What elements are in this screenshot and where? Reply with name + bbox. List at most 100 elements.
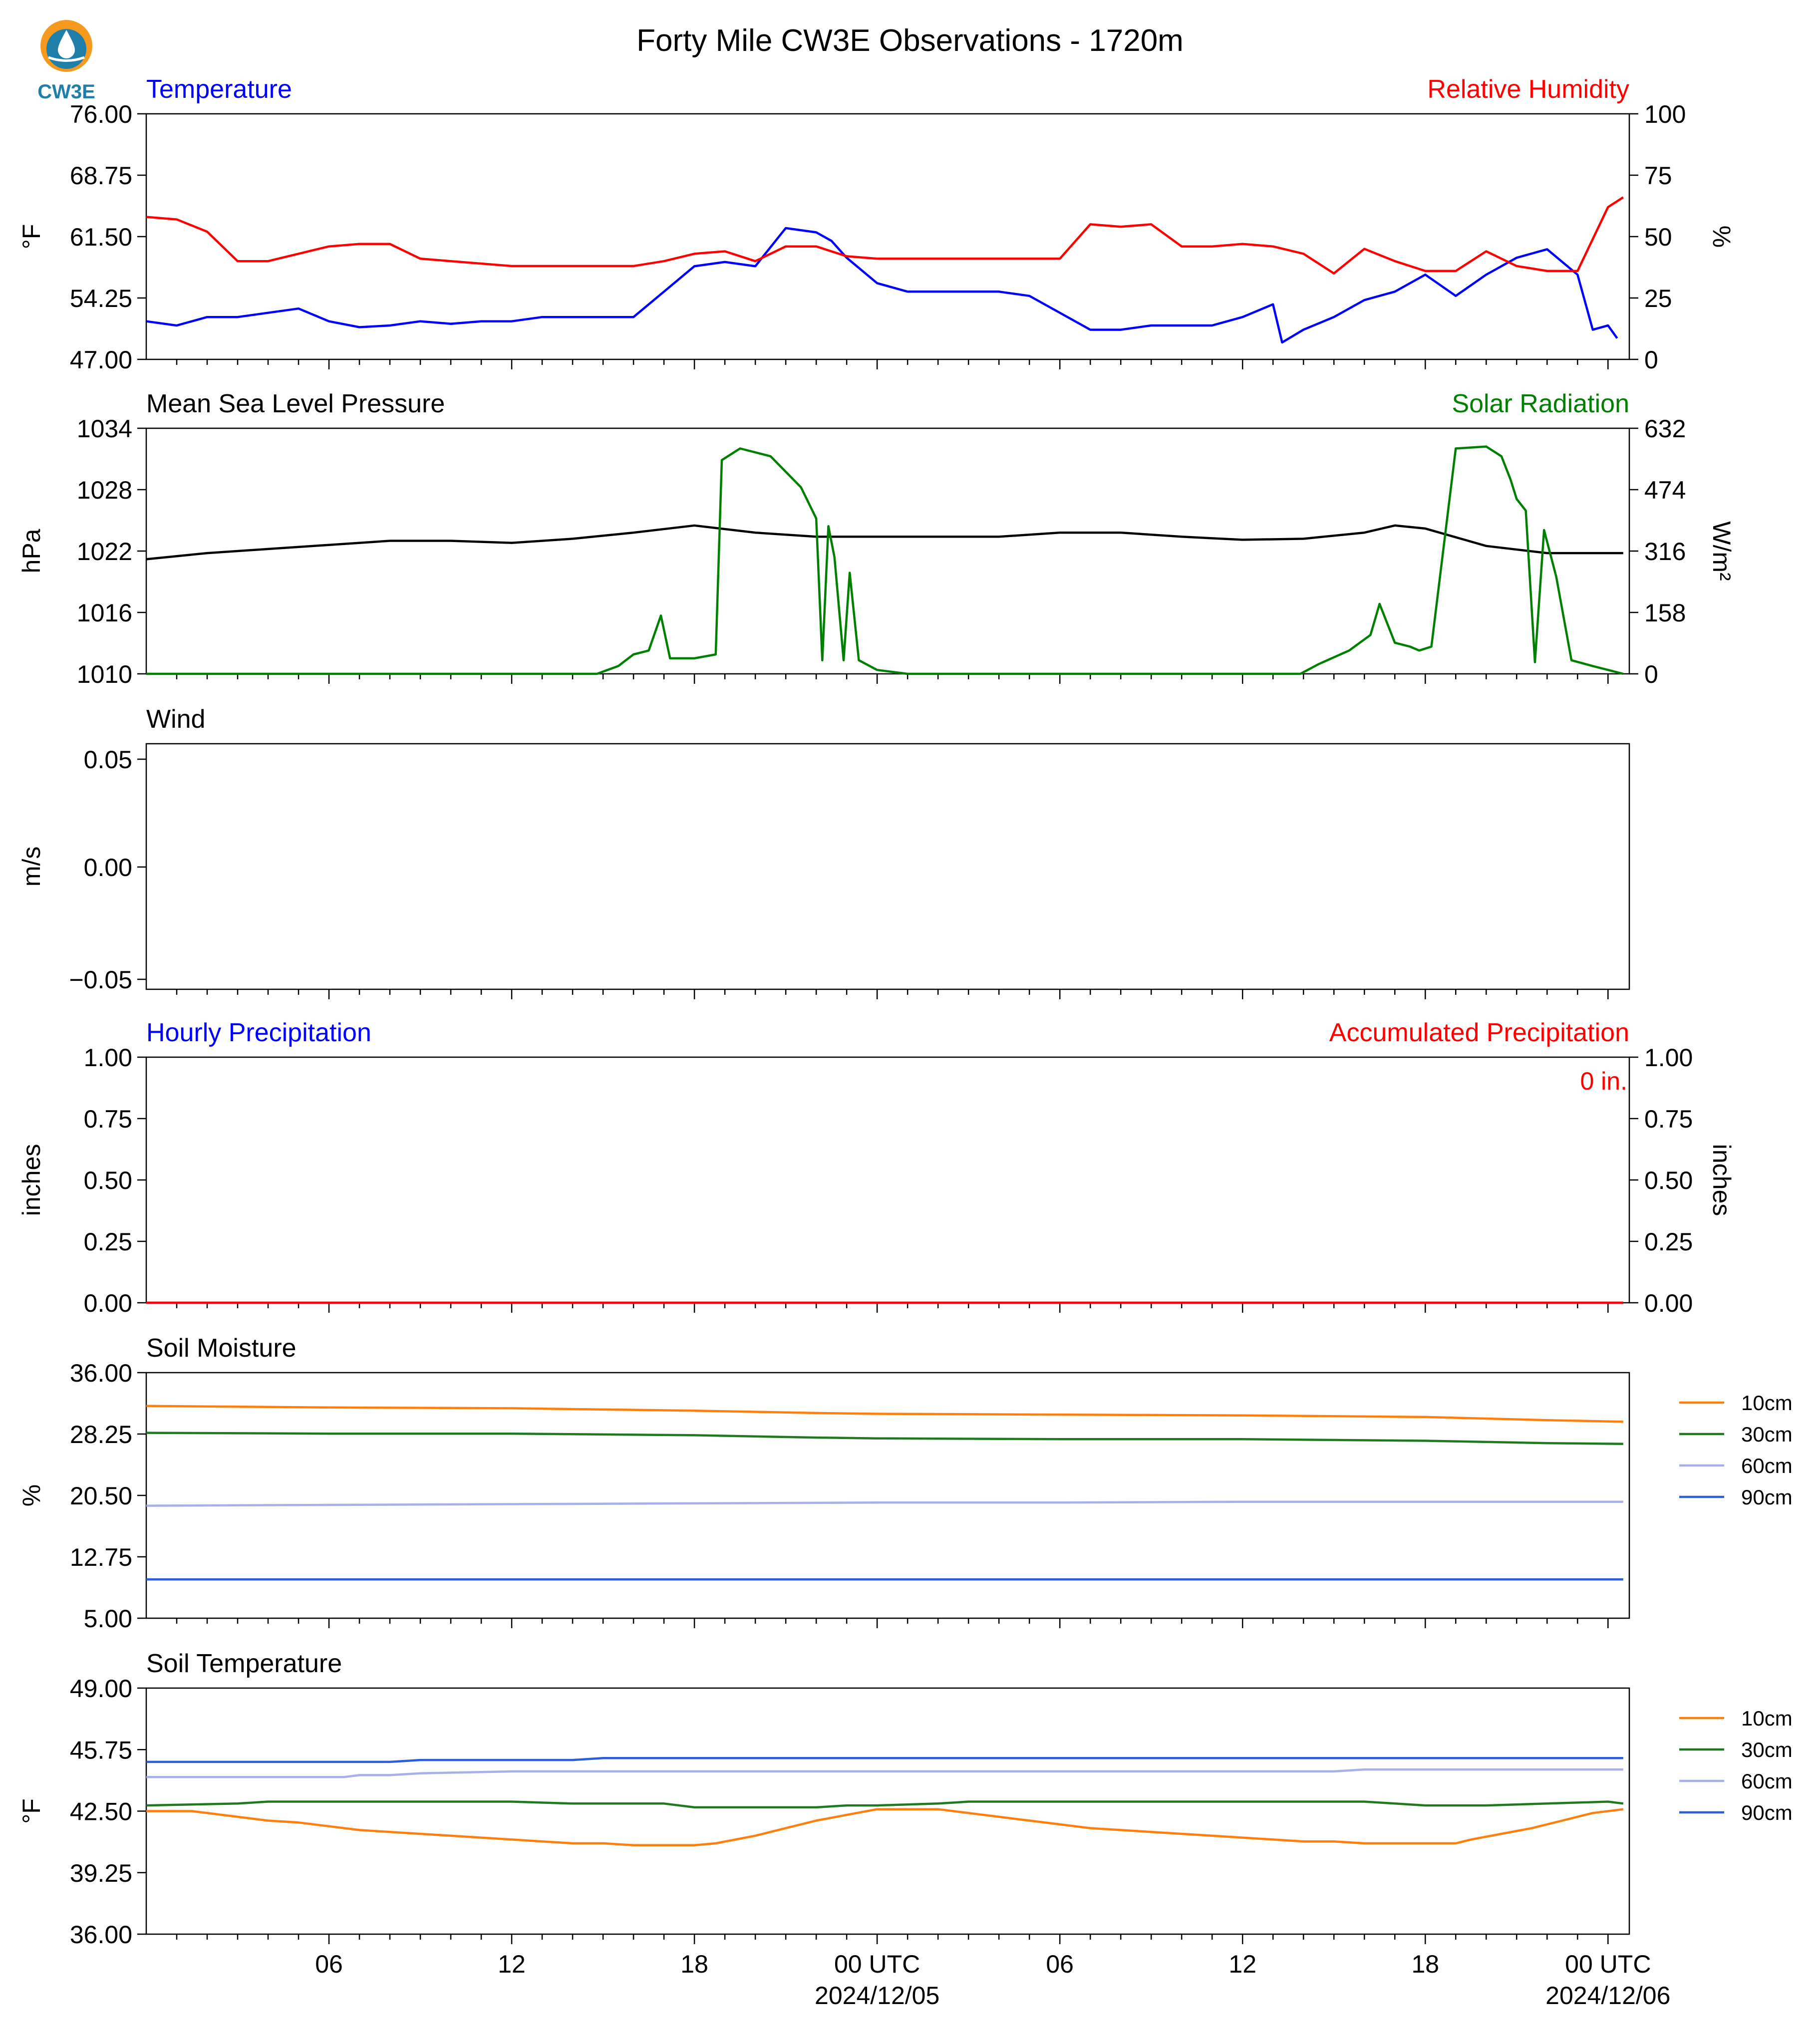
series-line-soil-temperature-0 [146, 1808, 1624, 1847]
x-date-label: 2024/12/06 [1545, 1982, 1670, 2010]
y-axis-label-left: inches [17, 1144, 45, 1216]
y-tick-label-right: 50 [1644, 223, 1672, 251]
y-tick-label-left: 0.75 [84, 1105, 132, 1133]
y-tick-label-right: 100 [1644, 100, 1686, 128]
y-axis-label-right: % [1708, 226, 1736, 248]
cw3e-logo: CW3E [37, 20, 95, 103]
legend-label: 60cm [1741, 1454, 1793, 1477]
y-tick-label-right: 474 [1644, 476, 1686, 504]
series-line-soil-temperature-3 [146, 1757, 1623, 1763]
y-tick-label-left: 1034 [77, 415, 132, 443]
y-axis-label-left: % [17, 1484, 45, 1506]
panel-title-right: Solar Radiation [1452, 389, 1629, 418]
y-tick-label-left: 28.25 [70, 1421, 132, 1449]
panel-soil-temperature: 49.00 45.75 42.50 39.25 36.00 Soil Temperatur… [17, 1649, 1793, 1949]
plot-frame-pressure-solar [145, 427, 1630, 675]
y-tick-label-right: 0.25 [1644, 1228, 1693, 1256]
y-tick-label-left: 0.00 [84, 1289, 132, 1317]
series-line-pressure-solar-1 [146, 445, 1624, 675]
legend-label: 90cm [1741, 1485, 1793, 1509]
legend-label: 30cm [1741, 1423, 1793, 1446]
y-tick-label-left: 1016 [77, 599, 132, 627]
x-tick-label: 18 [680, 1950, 708, 1978]
y-tick-label-right: 0.00 [1644, 1289, 1693, 1317]
logo-wave [48, 56, 85, 62]
series-line-soil-temperature-1 [146, 1800, 1624, 1809]
y-tick-label-left: 68.75 [70, 162, 132, 190]
y-axis-label-right: inches [1708, 1144, 1736, 1216]
x-tick-label: 12 [1228, 1950, 1256, 1978]
panel-title-left: Wind [146, 705, 205, 734]
y-tick-label-left: 36.00 [70, 1359, 132, 1387]
y-tick-label-right: 25 [1644, 285, 1672, 312]
y-axis-label-left: °F [17, 224, 45, 250]
legend-label: 60cm [1741, 1769, 1793, 1793]
y-axis-label-left: °F [17, 1798, 45, 1824]
figure-title: Forty Mile CW3E Observations - 1720m [636, 23, 1184, 58]
y-tick-label-left: 1010 [77, 660, 132, 688]
panel-title-right: Accumulated Precipitation [1329, 1018, 1629, 1047]
series-line-soil-moisture-1 [146, 1432, 1623, 1446]
y-tick-label-left: 0.50 [84, 1166, 132, 1194]
y-tick-label-right: 0.50 [1644, 1166, 1693, 1194]
legend-label: 90cm [1741, 1801, 1793, 1824]
legend-label: 10cm [1741, 1707, 1793, 1730]
y-tick-label-left: 54.25 [70, 285, 132, 312]
y-tick-label-right: 632 [1644, 415, 1686, 443]
series-line-pressure-solar-0 [146, 524, 1623, 561]
plot-frame-precipitation [145, 1056, 1630, 1304]
series-line-soil-moisture-2 [146, 1500, 1623, 1507]
y-tick-label-right: 0 [1644, 346, 1658, 374]
panel-temperature-humidity: 76.00 68.75 61.50 54.25 47.00 100 75 50 25 0 Tempe… [17, 75, 1736, 374]
water-drop-icon [58, 30, 75, 58]
panel-title-left: Temperature [146, 75, 292, 104]
x-tick-label: 00 UTC [1565, 1950, 1651, 1978]
y-tick-label-left: 76.00 [70, 100, 132, 128]
panel-title-left: Hourly Precipitation [146, 1018, 371, 1047]
y-tick-label-left: 20.50 [70, 1482, 132, 1510]
y-tick-label-right: 316 [1644, 538, 1686, 566]
y-tick-label-right: 0 [1644, 660, 1658, 688]
x-axis-labels: 06 12 18 00 UTC 2024/12/05 06 12 18 00 UTC 2024/1… [315, 1950, 1670, 2010]
y-tick-label-left: −0.05 [69, 966, 132, 994]
legend-label: 10cm [1741, 1391, 1793, 1415]
panel-title-left: Mean Sea Level Pressure [146, 389, 445, 418]
x-tick-label: 18 [1411, 1950, 1439, 1978]
logo-text: CW3E [37, 81, 95, 103]
panel-title-left: Soil Temperature [146, 1649, 342, 1678]
series-line-soil-temperature-2 [146, 1768, 1623, 1778]
panel-title-right: Relative Humidity [1427, 75, 1629, 104]
y-tick-label-right: 75 [1644, 162, 1672, 190]
y-tick-label-left: 39.25 [70, 1859, 132, 1887]
series-line-temperature-humidity-1 [146, 196, 1624, 275]
y-tick-label-left: 61.50 [70, 223, 132, 251]
y-axis-label-left: hPa [17, 529, 45, 573]
y-tick-label-right: 158 [1644, 599, 1686, 627]
x-date-label: 2024/12/05 [815, 1982, 939, 2010]
y-tick-label-left: 49.00 [70, 1675, 132, 1703]
panel-title-left: Soil Moisture [146, 1334, 297, 1363]
plot-frame-wind [145, 743, 1630, 990]
panel-precipitation: 1.00 0.75 0.50 0.25 0.00 1.00 0.75 0.50 0.25 0.00… [17, 1018, 1736, 1317]
y-axis-label-right: W/m² [1708, 521, 1736, 580]
y-tick-label-left: 1022 [77, 538, 132, 566]
y-tick-label-left: 45.75 [70, 1736, 132, 1764]
y-tick-label-left: 1028 [77, 476, 132, 504]
plot-frame-soil-temperature [145, 1687, 1630, 1935]
panel-soil-moisture: 36.00 28.25 20.50 12.75 5.00 Soil Moisture% 10… [17, 1334, 1793, 1633]
y-tick-label-left: 0.00 [84, 854, 132, 881]
x-tick-label: 12 [498, 1950, 526, 1978]
x-tick-label: 06 [1046, 1950, 1074, 1978]
series-line-temperature-humidity-0 [146, 227, 1618, 344]
y-axis-label-left: m/s [17, 847, 45, 887]
plot-frame-soil-moisture [145, 1372, 1630, 1619]
y-tick-label-left: 12.75 [70, 1543, 132, 1571]
y-tick-label-left: 0.05 [84, 746, 132, 774]
y-tick-label-left: 36.00 [70, 1921, 132, 1949]
plot-frame-temperature-humidity [145, 113, 1630, 360]
y-tick-label-right: 0.75 [1644, 1105, 1693, 1133]
y-tick-label-left: 1.00 [84, 1044, 132, 1072]
legend-label: 30cm [1741, 1738, 1793, 1761]
y-tick-label-left: 47.00 [70, 346, 132, 374]
